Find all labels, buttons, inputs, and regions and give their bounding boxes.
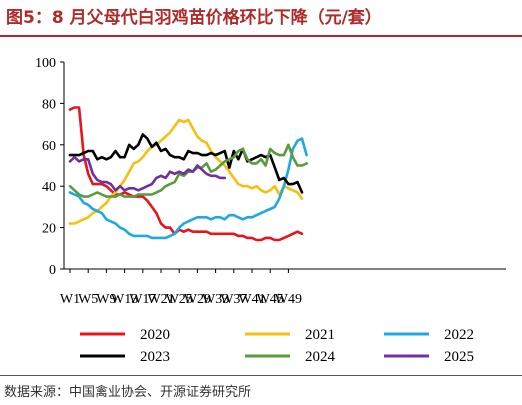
series-line-2021 (68, 118, 304, 225)
source-note: 数据来源：中国禽业协会、开源证券研究所 (4, 385, 252, 400)
x-tick-label: W13 (111, 292, 138, 307)
y-tick-label: 60 (42, 139, 56, 154)
series-line-2020 (68, 106, 304, 242)
series-line-2023 (68, 133, 304, 194)
source-rule (0, 375, 522, 376)
x-tick-label: W33 (202, 292, 229, 307)
legend-label-2021: 2021 (305, 327, 335, 343)
line-chart: 020406080100W1W5W9W13W17W21W25W29W33W37W… (35, 56, 506, 365)
x-tick-label: W29 (184, 292, 211, 307)
x-tick-label: W17 (129, 292, 156, 307)
legend-label-2024: 2024 (305, 349, 336, 365)
x-tick-label: W37 (220, 292, 247, 307)
x-tick-label: W45 (257, 292, 284, 307)
y-tick-label: 20 (42, 222, 56, 237)
chart-title: 图5：8 月父母代白羽鸡苗价格环比下降（元/套） (6, 8, 382, 28)
y-tick-label: 40 (42, 180, 56, 195)
legend-label-2022: 2022 (444, 327, 474, 343)
legend-label-2020: 2020 (140, 327, 170, 343)
x-tick-label: W1 (60, 292, 80, 307)
y-tick-label: 80 (42, 97, 56, 112)
title-rule (0, 35, 522, 37)
x-tick-label: W21 (147, 292, 174, 307)
legend-label-2023: 2023 (140, 349, 170, 365)
x-tick-label: W5 (78, 292, 98, 307)
series-line-2025 (68, 155, 226, 192)
y-tick-label: 0 (49, 263, 56, 278)
series-line-2022 (68, 137, 308, 240)
x-tick-label: W49 (275, 292, 302, 307)
x-tick-label: W41 (238, 292, 265, 307)
series-line-2024 (68, 143, 308, 198)
y-tick-label: 100 (35, 56, 56, 71)
legend-label-2025: 2025 (444, 349, 474, 365)
x-tick-label: W25 (166, 292, 193, 307)
x-tick-label: W9 (96, 292, 116, 307)
